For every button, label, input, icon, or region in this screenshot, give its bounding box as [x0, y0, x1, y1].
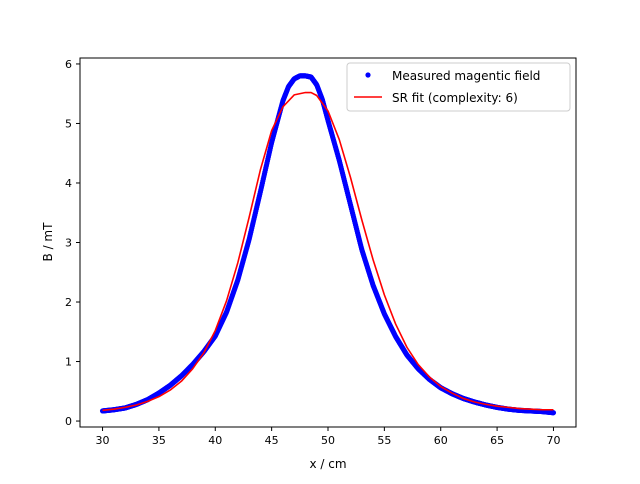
x-tick-label: 45 [265, 434, 279, 447]
legend-marker-measured [365, 72, 371, 78]
y-tick-label: 2 [65, 296, 72, 309]
x-tick-label: 35 [152, 434, 166, 447]
x-tick-label: 50 [321, 434, 335, 447]
y-axis-label: B / mT [41, 222, 55, 262]
legend: Measured magentic field SR fit (complexi… [346, 62, 571, 112]
y-tick-label: 1 [65, 356, 72, 369]
x-tick-label: 65 [490, 434, 504, 447]
data-point [550, 410, 557, 416]
y-tick-label: 6 [65, 58, 72, 71]
x-tick-label: 40 [208, 434, 222, 447]
x-axis-label: x / cm [309, 457, 346, 471]
legend-label-measured: Measured magentic field [392, 69, 540, 83]
plot-area [99, 73, 557, 416]
x-tick-label: 60 [434, 434, 448, 447]
y-tick-label: 5 [65, 117, 72, 130]
y-tick-label: 4 [65, 177, 72, 190]
x-tick-label: 30 [96, 434, 110, 447]
x-tick-label: 70 [546, 434, 560, 447]
y-tick-label: 3 [65, 237, 72, 250]
y-tick-label: 0 [65, 415, 72, 428]
legend-label-fit: SR fit (complexity: 6) [392, 91, 518, 105]
fit-line [102, 91, 554, 412]
legend-box [346, 62, 571, 112]
x-tick-label: 55 [377, 434, 391, 447]
